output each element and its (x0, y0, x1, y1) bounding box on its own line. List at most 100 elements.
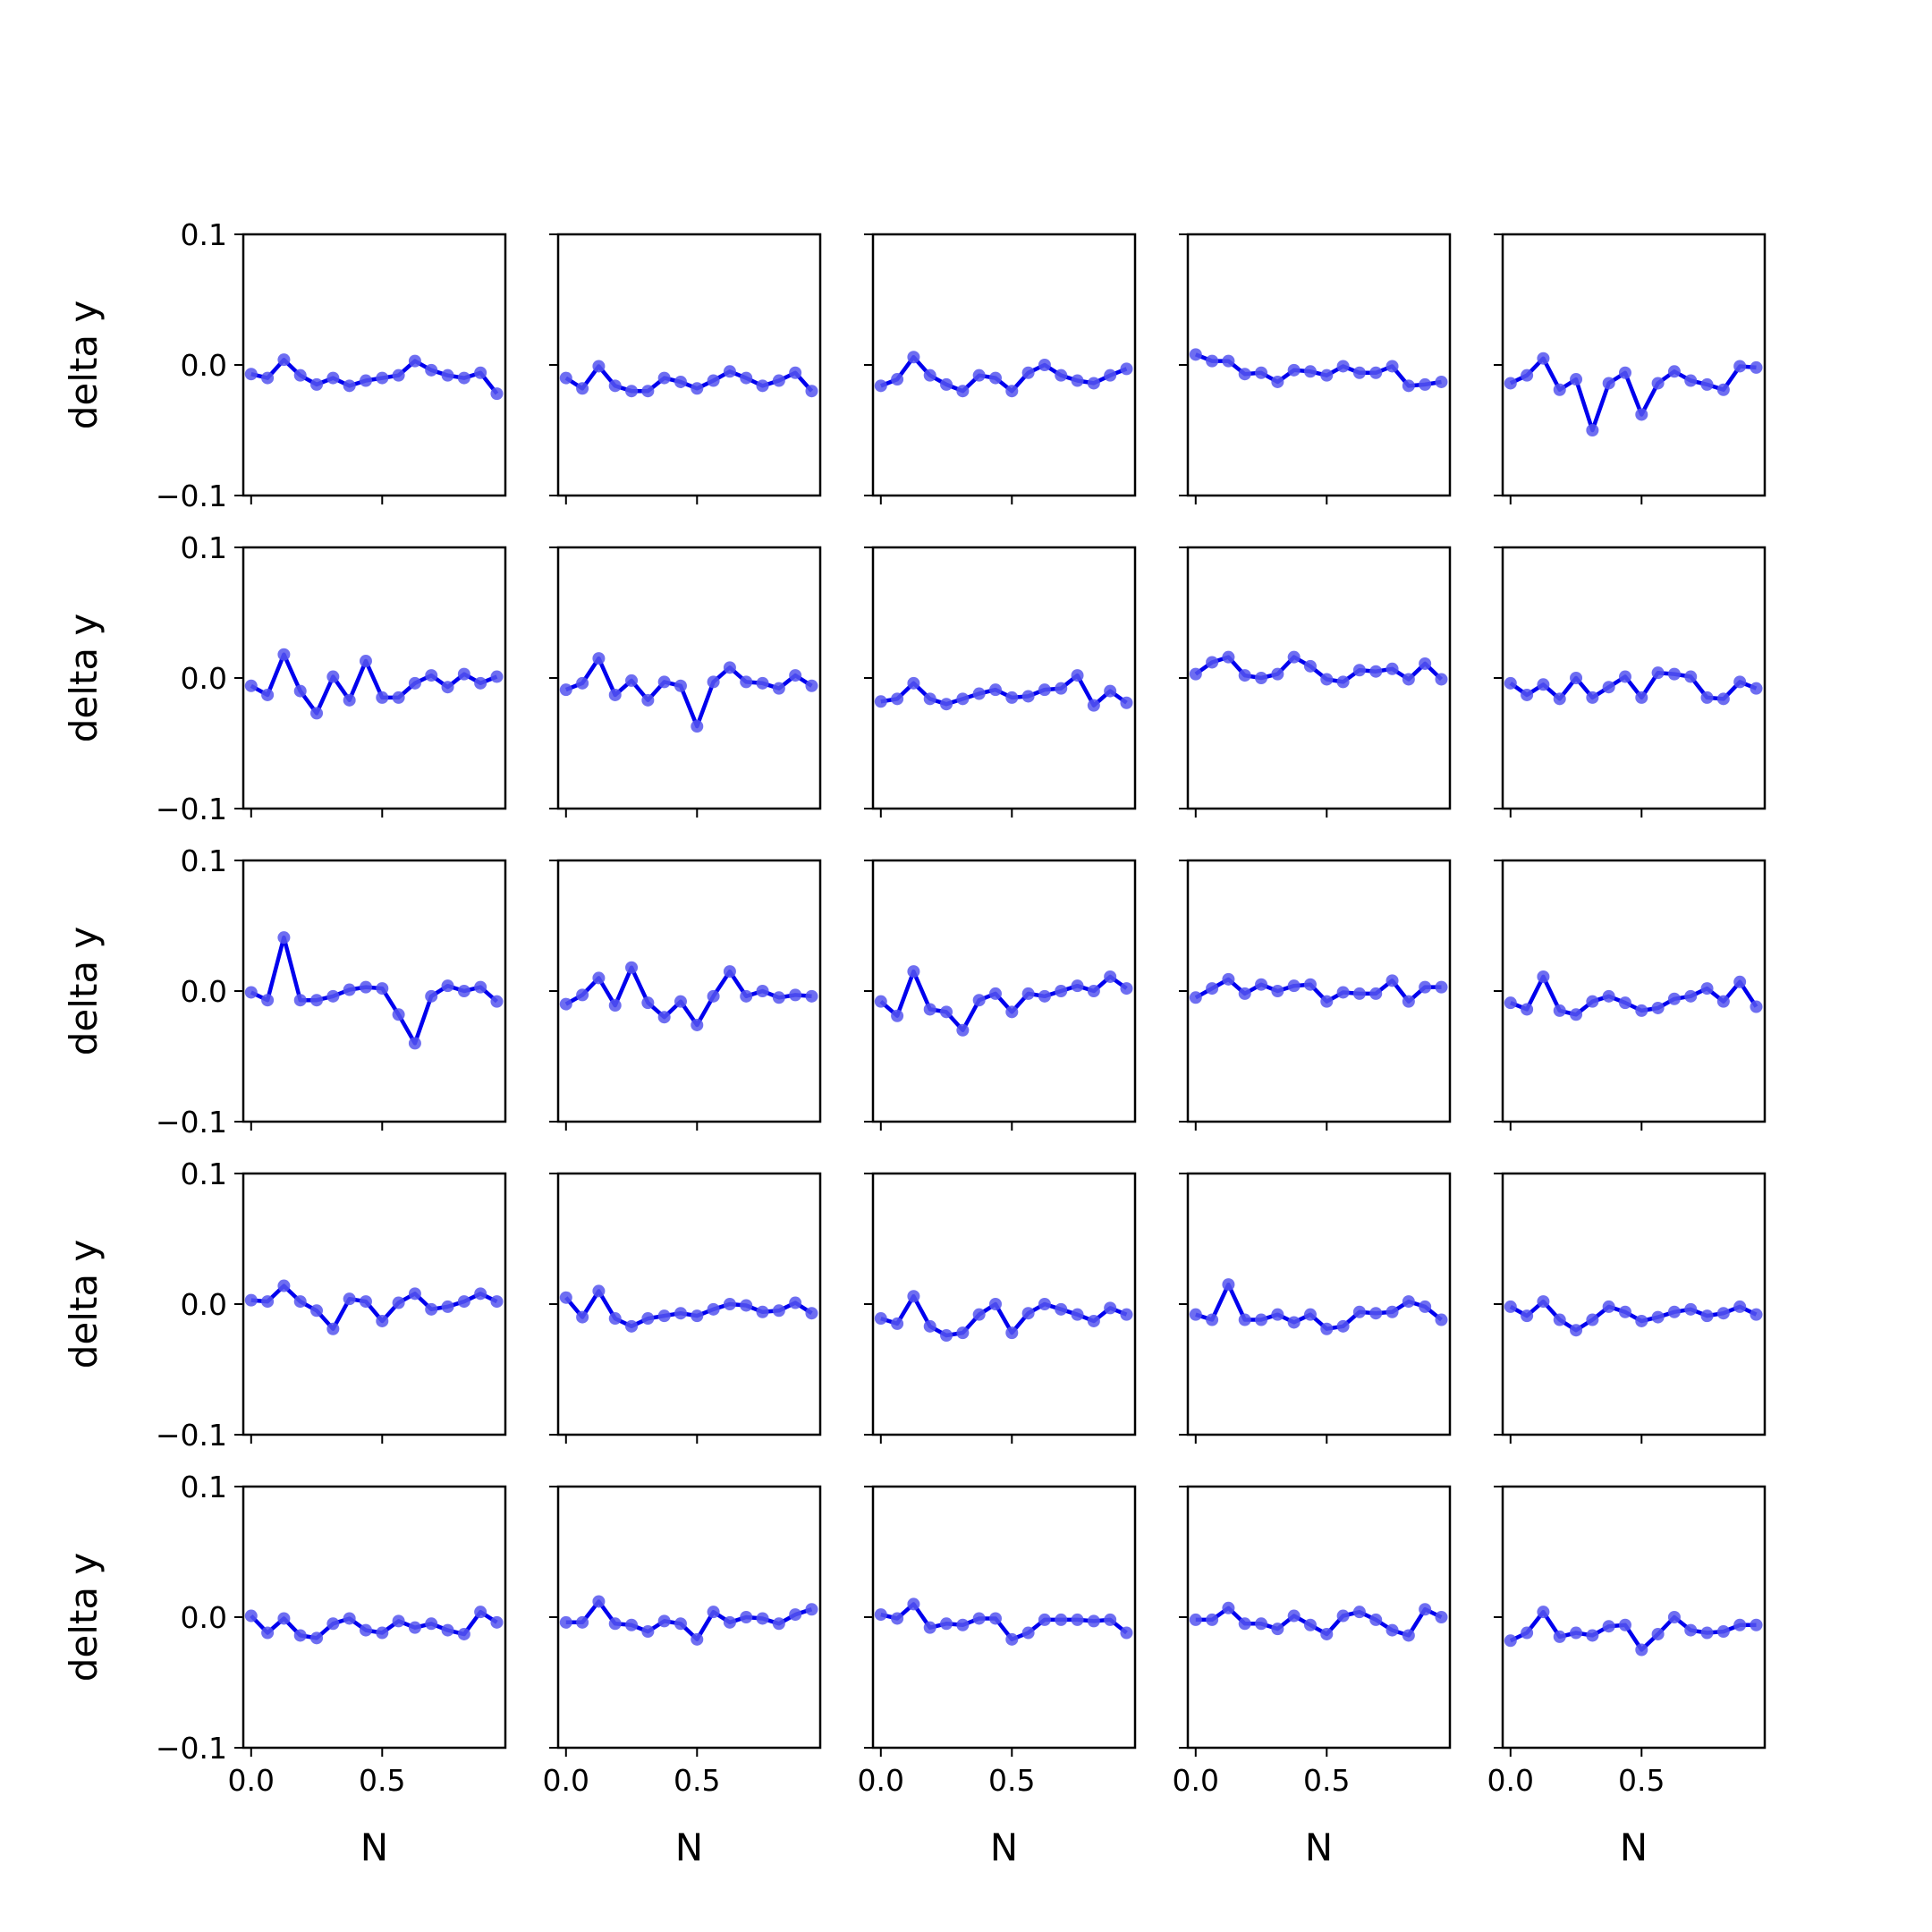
data-point (1385, 360, 1399, 373)
series-line (564, 364, 814, 394)
series-line (565, 1599, 813, 1642)
axes-frame (1186, 1485, 1452, 1750)
data-point (359, 1295, 372, 1309)
data-point (441, 979, 454, 993)
data-point (1618, 670, 1631, 683)
data-point (657, 1614, 671, 1628)
data-point (674, 1307, 687, 1320)
data-point (608, 1312, 622, 1326)
data-point (1521, 1626, 1534, 1640)
data-point (261, 994, 275, 1007)
data-point (657, 1309, 671, 1323)
x-axis-label: N (360, 1826, 388, 1869)
data-point (408, 1621, 421, 1634)
y-tick-label: 0.1 (181, 843, 227, 878)
data-point (805, 1603, 818, 1616)
y-axis-label: delta y (62, 1553, 106, 1682)
data-point (576, 1310, 589, 1324)
data-point (972, 687, 986, 700)
axes-frame (1501, 233, 1767, 497)
data-point (457, 985, 470, 997)
x-tick-label: 0.0 (1487, 1763, 1534, 1798)
data-point (408, 354, 421, 368)
data-point (1222, 972, 1235, 986)
data-point (474, 980, 487, 994)
data-point (474, 1287, 487, 1301)
data-point (277, 1612, 291, 1625)
series-line (1509, 974, 1758, 1017)
series-line (564, 656, 813, 729)
data-point (474, 676, 487, 690)
data-point (723, 365, 736, 378)
data-point (592, 652, 606, 665)
data-point (641, 996, 655, 1010)
y-tick-label: 0.1 (181, 217, 227, 252)
subplot-4-5 (1494, 1172, 1767, 1444)
data-point (1504, 1300, 1517, 1313)
data-point (425, 989, 438, 1003)
data-point (691, 382, 704, 395)
data-point (1071, 979, 1084, 993)
data-point (988, 1612, 1002, 1625)
data-point (1222, 1278, 1235, 1292)
data-point (1336, 1319, 1350, 1333)
data-point (641, 385, 655, 398)
subplot-1-4 (1179, 233, 1452, 504)
data-point (1071, 1308, 1084, 1321)
data-point (756, 379, 769, 393)
subplot-2-5 (1494, 546, 1767, 818)
y-axis-label: delta y (62, 614, 106, 743)
data-point (576, 1615, 589, 1629)
data-point (1750, 1618, 1763, 1631)
data-point (988, 987, 1002, 1000)
data-point (277, 648, 291, 661)
axes-frame (871, 546, 1137, 810)
data-point (707, 1606, 720, 1619)
data-point (1651, 1627, 1665, 1640)
data-point (1369, 366, 1383, 379)
data-point (988, 371, 1002, 385)
data-point (293, 369, 307, 382)
data-point (772, 682, 785, 695)
data-point (490, 1295, 504, 1309)
data-point (740, 989, 753, 1003)
axes-frame (1186, 859, 1452, 1123)
data-point (891, 1009, 904, 1022)
data-point (1352, 1606, 1366, 1619)
data-point (1255, 672, 1268, 684)
data-point (1021, 366, 1035, 379)
data-point (956, 692, 970, 706)
data-point (441, 1300, 454, 1313)
data-point (1553, 1630, 1566, 1643)
data-point (891, 1612, 904, 1625)
data-point (988, 1298, 1002, 1310)
y-axis-label: delta y (62, 1240, 106, 1369)
axes-frame (871, 1485, 1137, 1750)
data-point (1055, 369, 1068, 382)
data-point (1537, 1606, 1550, 1619)
data-point (657, 1011, 671, 1024)
axes-frame (556, 1172, 822, 1436)
data-point (376, 982, 389, 996)
data-point (1255, 1313, 1268, 1326)
data-point (343, 1612, 356, 1625)
y-tick-label: −0.1 (156, 479, 227, 513)
data-point (1087, 1314, 1100, 1327)
data-point (756, 1305, 769, 1318)
data-point (408, 1037, 421, 1050)
data-point (1504, 676, 1517, 690)
data-point (1435, 1611, 1448, 1623)
data-point (376, 1314, 389, 1327)
data-point (1352, 664, 1366, 677)
data-point (1385, 662, 1399, 675)
data-point (1733, 360, 1747, 373)
subplot-2-4 (1179, 546, 1452, 818)
data-point (1586, 424, 1599, 436)
series-line (250, 1609, 498, 1640)
data-point (1667, 667, 1681, 681)
data-point (657, 675, 671, 689)
data-point (756, 1612, 769, 1625)
data-point (1271, 1308, 1284, 1321)
data-point (1651, 1310, 1665, 1324)
